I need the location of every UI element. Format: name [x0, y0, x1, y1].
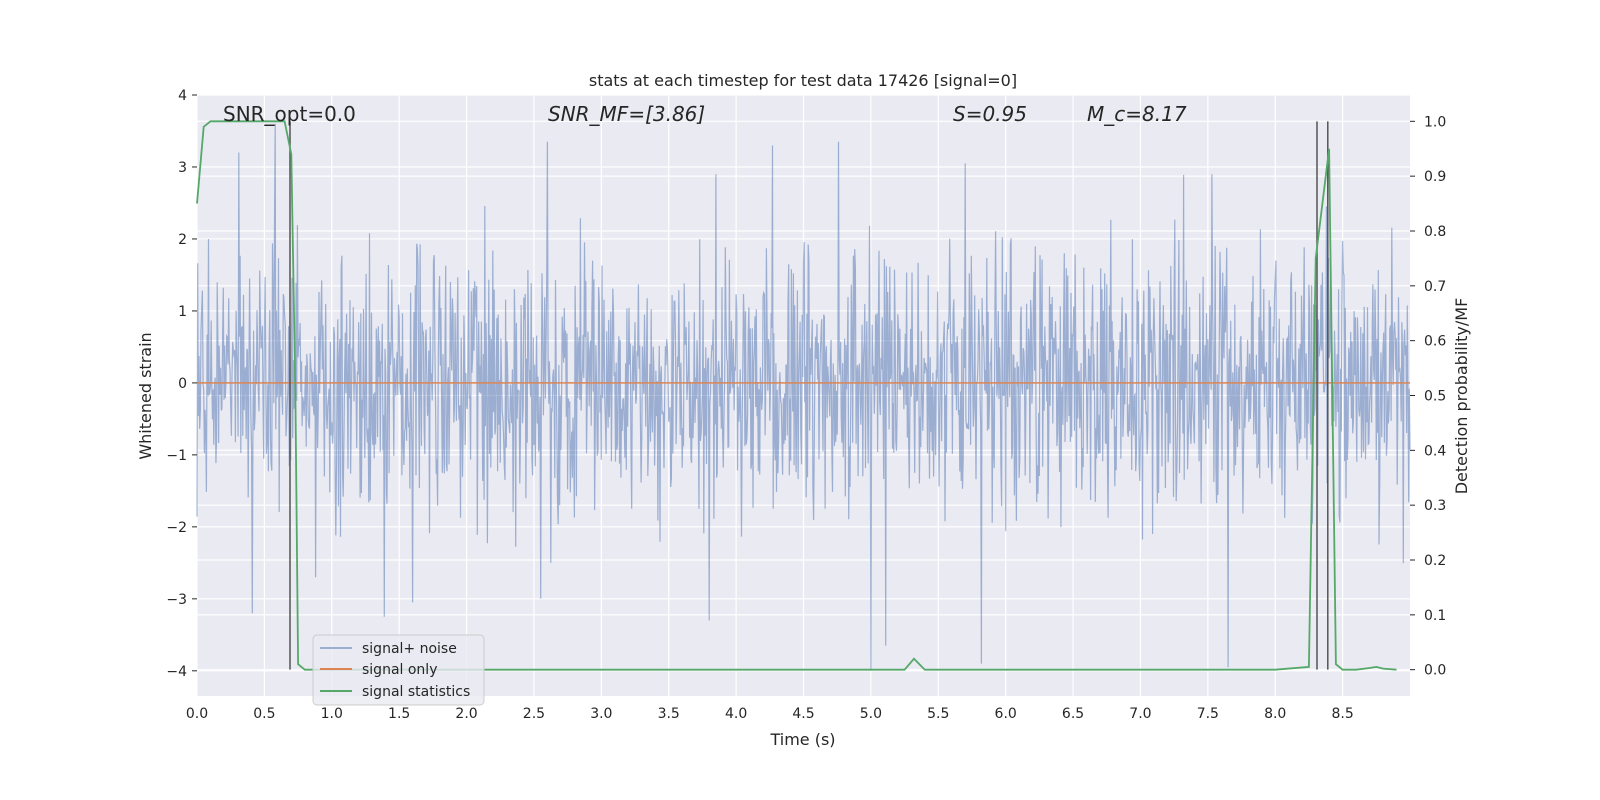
x-tick-labels: 0.0 0.5 1.0 1.5 2.0 2.5 3.0 3.5 4.0 4.5 5.0 5.5 6.0 6…: [186, 706, 1354, 722]
y-axis-label: Whitened strain: [136, 332, 155, 459]
x-tick-label: 0.5: [253, 706, 275, 722]
y-tick-label: −2: [166, 520, 187, 536]
annotation-mc: M_c=8.17: [1087, 102, 1187, 126]
y2-tick-label: 0.4: [1424, 443, 1446, 459]
x-axis-label: Time (s): [769, 730, 835, 749]
x-tick-label: 6.5: [1062, 706, 1084, 722]
y2-tick-label: 0.8: [1424, 224, 1446, 240]
x-tick-label: 5.0: [860, 706, 882, 722]
x-tick-label: 7.5: [1197, 706, 1219, 722]
y-tick-label: −4: [166, 664, 187, 680]
y-tick-label: −1: [166, 448, 187, 464]
x-tick-label: 1.5: [388, 706, 410, 722]
y2-tick-label: 0.6: [1424, 334, 1446, 350]
y2-tick-labels: 1.0 0.9 0.8 0.7 0.6 0.5 0.4 0.3 0.2 0.1 0.0: [1410, 114, 1446, 679]
annotation-snr-opt: SNR_opt=0.0: [223, 102, 356, 126]
x-tick-label: 1.0: [321, 706, 343, 722]
x-tick-label: 2.0: [455, 706, 477, 722]
y-tick-label: −3: [166, 592, 187, 608]
x-tick-label: 4.5: [792, 706, 814, 722]
chart-title: stats at each timestep for test data 174…: [589, 71, 1017, 90]
legend: signal+ noise signal only signal statist…: [312, 634, 485, 706]
legend-box: [312, 634, 485, 706]
legend-label-stats: signal statistics: [362, 684, 470, 700]
y-tick-label: 1: [178, 304, 187, 320]
signal-noise-series: [196, 123, 1411, 671]
x-tick-label: 5.5: [927, 706, 949, 722]
y-tick-labels: 4 3 2 1 0 −1 −2 −3 −4: [166, 88, 197, 680]
y2-tick-label: 0.5: [1424, 389, 1446, 405]
y-tick-label: 2: [178, 232, 187, 248]
y2-tick-label: 0.1: [1424, 608, 1446, 624]
y-tick-label: 3: [178, 160, 187, 176]
signal-statistics-series: [196, 120, 1397, 671]
y2-tick-label: 0.0: [1424, 663, 1446, 679]
x-tick-label: 7.0: [1129, 706, 1151, 722]
noise-line: [196, 123, 1411, 671]
y-tick-label: 0: [178, 376, 187, 392]
signal-statistics-line: [196, 120, 1397, 671]
annotation-snr-mf: SNR_MF=[3.86]: [548, 102, 705, 126]
legend-label-noise: signal+ noise: [362, 641, 457, 657]
x-tick-label: 2.5: [523, 706, 545, 722]
y2-tick-label: 0.3: [1424, 498, 1446, 514]
y2-tick-label: 0.9: [1424, 169, 1446, 185]
y-tick-label: 4: [178, 88, 187, 104]
x-tick-label: 3.0: [590, 706, 612, 722]
legend-label-signal: signal only: [362, 662, 437, 678]
annotation-s: S=0.95: [953, 102, 1027, 126]
y2-tick-label: 1.0: [1424, 114, 1446, 130]
x-tick-label: 4.0: [725, 706, 747, 722]
y2-axis-label: Detection probability/MF: [1452, 298, 1471, 495]
x-tick-label: 3.5: [658, 706, 680, 722]
x-tick-label: 8.5: [1331, 706, 1353, 722]
y2-tick-label: 0.7: [1424, 279, 1446, 295]
x-tick-label: 8.0: [1264, 706, 1286, 722]
x-tick-label: 6.0: [995, 706, 1017, 722]
x-tick-label: 0.0: [186, 706, 208, 722]
marker-vertical-lines: [289, 121, 1329, 670]
y2-tick-label: 0.2: [1424, 553, 1446, 569]
